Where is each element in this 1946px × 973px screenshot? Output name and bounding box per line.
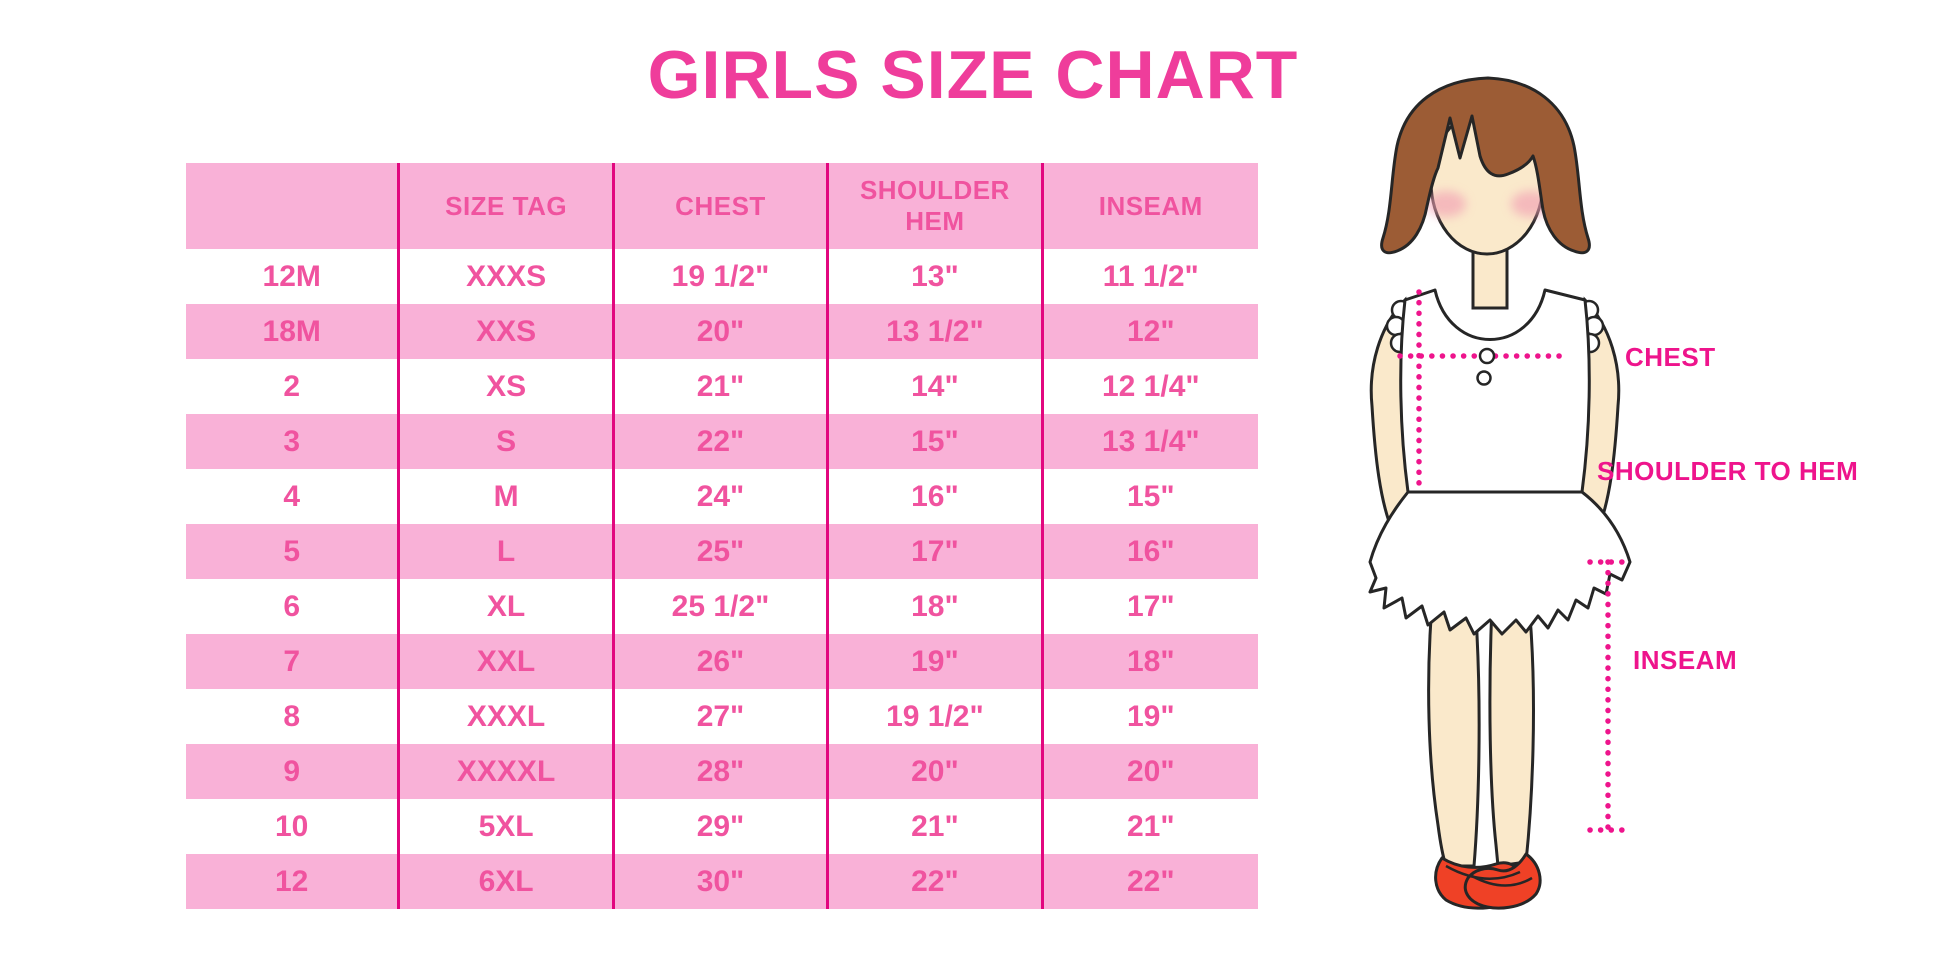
table-cell: 13" <box>829 249 1044 304</box>
table-cell: XL <box>400 579 615 634</box>
table-cell: 5 <box>186 524 401 579</box>
table-cell: 19 1/2" <box>614 249 830 304</box>
table-cell: 27" <box>614 689 830 744</box>
table-cell: 20" <box>614 304 830 359</box>
table-cell: 15" <box>829 414 1044 469</box>
table-cell: 14" <box>829 359 1044 414</box>
table-cell: 6XL <box>400 854 615 909</box>
table-cell: 11 1/2" <box>1043 249 1258 304</box>
table-cell: 21" <box>1043 799 1258 854</box>
skirt <box>1368 490 1632 636</box>
table-cell: 4 <box>186 469 401 524</box>
header-cell: INSEAM <box>1043 163 1258 249</box>
hair <box>1380 76 1591 255</box>
shoulder-to-hem-label: SHOULDER TO HEM <box>1597 456 1859 486</box>
table-cell: XXL <box>400 634 615 689</box>
table-cell: L <box>400 524 615 579</box>
table-cell: 7 <box>186 634 401 689</box>
inseam-label: INSEAM <box>1633 645 1738 675</box>
table-cell: 9 <box>186 744 401 799</box>
table-cell: 18" <box>1043 634 1258 689</box>
table-cell: 18M <box>186 304 401 359</box>
size-table: SIZE TAG CHEST SHOULDER HEM INSEAM 12M XXXS 19… <box>186 163 1258 909</box>
table-cell: 19" <box>829 634 1044 689</box>
table-cell: 24" <box>614 469 830 524</box>
table-cell: 13 1/4" <box>1043 414 1258 469</box>
table-cell: 17" <box>1043 579 1258 634</box>
table-cell: 28" <box>614 744 830 799</box>
table-cell: 10 <box>186 799 401 854</box>
header-cell: SIZE TAG <box>400 163 615 249</box>
table-cell: 22" <box>1043 854 1258 909</box>
girl-illustration <box>1368 76 1632 910</box>
table-cell: 2 <box>186 359 401 414</box>
table-cell: 26" <box>614 634 830 689</box>
table-cell: 25 1/2" <box>614 579 830 634</box>
table-cell: 30" <box>614 854 830 909</box>
measurement-lines <box>1397 289 1629 833</box>
buttons <box>1476 347 1496 386</box>
table-cell: 21" <box>829 799 1044 854</box>
table-cell: 20" <box>829 744 1044 799</box>
header-cell: CHEST <box>614 163 830 249</box>
table-cell: XS <box>400 359 615 414</box>
table-cell: 12" <box>1043 304 1258 359</box>
table-cell: 5XL <box>400 799 615 854</box>
table-cell: 25" <box>614 524 830 579</box>
table-cell: 22" <box>829 854 1044 909</box>
table-cell: 20" <box>1043 744 1258 799</box>
table-cell: 13 1/2" <box>829 304 1044 359</box>
table-cell: XXXL <box>400 689 615 744</box>
table-cell: 8 <box>186 689 401 744</box>
table-cell: 12 <box>186 854 401 909</box>
table-cell: XXS <box>400 304 615 359</box>
page-title: GIRLS SIZE CHART <box>647 37 1299 113</box>
table-cell: 21" <box>614 359 830 414</box>
table-cell: 29" <box>614 799 830 854</box>
shoes <box>1434 852 1542 910</box>
table-cell: 12M <box>186 249 401 304</box>
chest-label: CHEST <box>1625 342 1716 372</box>
table-cell: 3 <box>186 414 401 469</box>
legs <box>1427 603 1535 868</box>
table-cell: 12 1/4" <box>1043 359 1258 414</box>
top-bodice <box>1399 288 1591 494</box>
table-cell: 15" <box>1043 469 1258 524</box>
table-cell: S <box>400 414 615 469</box>
table-cell: XXXS <box>400 249 615 304</box>
table-cell: XXXXL <box>400 744 615 799</box>
table-cell: 16" <box>829 469 1044 524</box>
table-cell: 16" <box>1043 524 1258 579</box>
table-cell: 18" <box>829 579 1044 634</box>
header-cell: SHOULDER HEM <box>829 163 1044 249</box>
table-cell: 17" <box>829 524 1044 579</box>
table-cell: M <box>400 469 615 524</box>
table-cell: 6 <box>186 579 401 634</box>
table-cell: 19 1/2" <box>829 689 1044 744</box>
table-cell: 19" <box>1043 689 1258 744</box>
table-cell: 22" <box>614 414 830 469</box>
header-cell <box>186 163 401 249</box>
